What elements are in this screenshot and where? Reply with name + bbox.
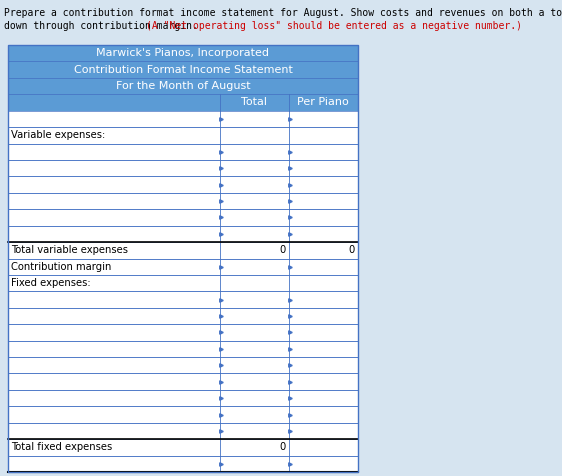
- Text: Prepare a contribution format income statement for August. Show costs and revenu: Prepare a contribution format income sta…: [4, 8, 562, 18]
- FancyBboxPatch shape: [8, 45, 358, 61]
- Text: Variable expenses:: Variable expenses:: [11, 130, 105, 140]
- FancyBboxPatch shape: [8, 177, 358, 193]
- FancyBboxPatch shape: [8, 341, 358, 357]
- FancyBboxPatch shape: [8, 291, 358, 308]
- Text: 0: 0: [349, 245, 355, 255]
- FancyBboxPatch shape: [8, 226, 358, 242]
- FancyBboxPatch shape: [8, 242, 358, 258]
- FancyBboxPatch shape: [8, 193, 358, 209]
- FancyBboxPatch shape: [8, 94, 358, 111]
- Text: Total variable expenses: Total variable expenses: [11, 245, 128, 255]
- Text: Marwick's Pianos, Incorporated: Marwick's Pianos, Incorporated: [97, 48, 270, 58]
- FancyBboxPatch shape: [8, 357, 358, 374]
- Text: (A "Net operating loss" should be entered as a negative number.): (A "Net operating loss" should be entere…: [146, 21, 522, 31]
- FancyBboxPatch shape: [8, 407, 358, 423]
- FancyBboxPatch shape: [8, 374, 358, 390]
- Text: down through contribution margin.: down through contribution margin.: [4, 21, 204, 31]
- Text: 0: 0: [279, 442, 285, 452]
- FancyBboxPatch shape: [8, 275, 358, 291]
- Text: Total: Total: [241, 98, 267, 108]
- Text: Contribution margin: Contribution margin: [11, 262, 111, 272]
- FancyBboxPatch shape: [8, 160, 358, 177]
- FancyBboxPatch shape: [8, 258, 358, 275]
- FancyBboxPatch shape: [8, 144, 358, 160]
- FancyBboxPatch shape: [0, 0, 562, 42]
- FancyBboxPatch shape: [8, 423, 358, 439]
- FancyBboxPatch shape: [8, 324, 358, 341]
- FancyBboxPatch shape: [8, 111, 358, 127]
- Text: Total fixed expenses: Total fixed expenses: [11, 442, 112, 452]
- Text: 0: 0: [279, 245, 285, 255]
- FancyBboxPatch shape: [8, 61, 358, 78]
- Text: Per Piano: Per Piano: [297, 98, 349, 108]
- FancyBboxPatch shape: [8, 127, 358, 144]
- FancyBboxPatch shape: [8, 308, 358, 324]
- FancyBboxPatch shape: [8, 390, 358, 407]
- FancyBboxPatch shape: [8, 209, 358, 226]
- FancyBboxPatch shape: [8, 456, 358, 472]
- Text: For the Month of August: For the Month of August: [116, 81, 250, 91]
- Text: Contribution Format Income Statement: Contribution Format Income Statement: [74, 65, 292, 75]
- FancyBboxPatch shape: [8, 439, 358, 456]
- FancyBboxPatch shape: [8, 78, 358, 94]
- Text: Fixed expenses:: Fixed expenses:: [11, 278, 90, 288]
